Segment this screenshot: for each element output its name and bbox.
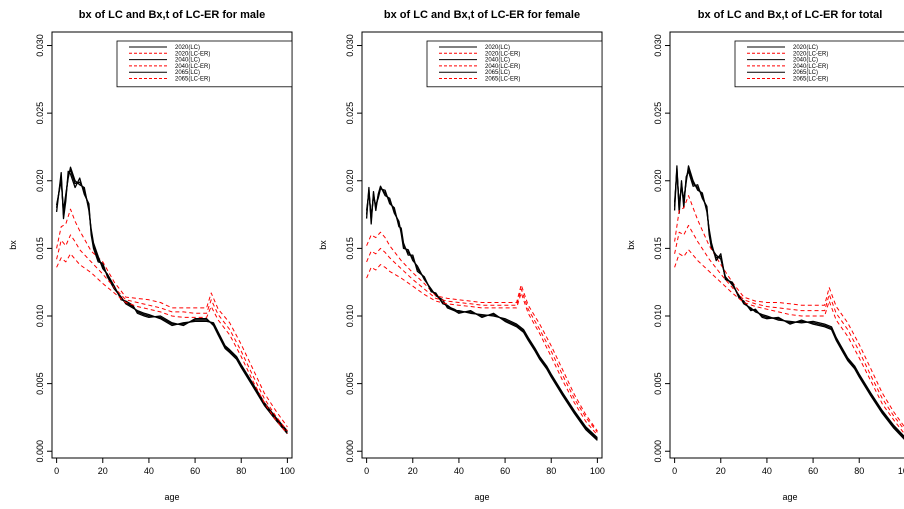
y-tick-label: 0.000 <box>35 440 45 463</box>
y-tick-label: 0.030 <box>345 34 355 57</box>
x-tick-label: 100 <box>280 466 295 476</box>
series-line-2020lc-er <box>56 208 288 428</box>
y-tick-label: 0.005 <box>345 372 355 395</box>
x-tick-label: 40 <box>762 466 772 476</box>
y-tick-label: 0.010 <box>653 305 663 328</box>
series-line-2065lc <box>365 188 598 441</box>
x-tick-label: 60 <box>190 466 200 476</box>
legend-label: 2040(LC) <box>793 58 818 64</box>
series-line-2065lc-er <box>56 253 288 435</box>
x-tick-label: 60 <box>808 466 818 476</box>
y-tick-label: 0.010 <box>35 305 45 328</box>
x-axis-label: age <box>164 492 179 502</box>
y-axis-label: bx <box>318 240 328 250</box>
x-tick-label: 0 <box>364 466 369 476</box>
y-tick-label: 0.015 <box>345 237 355 260</box>
x-tick-label: 100 <box>590 466 605 476</box>
y-tick-label: 0.010 <box>345 305 355 328</box>
series-line-2065lc <box>673 165 904 440</box>
series-line-2040lc-er <box>674 224 904 431</box>
x-tick-label: 20 <box>716 466 726 476</box>
legend-label: 2065(LC-ER) <box>175 77 210 83</box>
chart-title: bx of LC and Bx,t of LC-ER for male <box>79 9 265 21</box>
series-line-2065lc-er <box>366 264 598 436</box>
y-tick-label: 0.025 <box>35 102 45 125</box>
y-axis-label: bx <box>626 240 636 250</box>
plot-frame <box>51 31 293 459</box>
legend-label: 2020(LC-ER) <box>485 51 520 57</box>
legend-box <box>426 40 603 88</box>
chart-title: bx of LC and Bx,t of LC-ER for female <box>384 9 580 21</box>
x-axis-label: age <box>782 492 797 502</box>
y-tick-label: 0.025 <box>345 102 355 125</box>
legend-label: 2020(LC) <box>175 45 200 51</box>
chart-title: bx of LC and Bx,t of LC-ER for total <box>698 9 883 21</box>
plot-frame <box>361 31 603 459</box>
legend-label: 2020(LC) <box>485 45 510 51</box>
y-tick-label: 0.030 <box>35 34 45 57</box>
series-line-2020lc <box>55 170 288 432</box>
legend-label: 2040(LC-ER) <box>793 64 828 70</box>
plot-frame <box>669 31 904 459</box>
legend-label: 2020(LC-ER) <box>175 51 210 57</box>
y-tick-label: 0.020 <box>35 169 45 192</box>
y-tick-label: 0.015 <box>653 237 663 260</box>
legend-label: 2020(LC) <box>793 45 818 51</box>
legend-label: 2065(LC) <box>485 70 510 76</box>
x-tick-label: 80 <box>854 466 864 476</box>
x-tick-label: 60 <box>500 466 510 476</box>
series-line-2020lc-er <box>674 195 904 428</box>
y-tick-label: 0.000 <box>653 440 663 463</box>
x-tick-label: 40 <box>454 466 464 476</box>
legend-label: 2040(LC) <box>485 58 510 64</box>
y-axis-label: bx <box>8 240 18 250</box>
y-tick-label: 0.030 <box>653 34 663 57</box>
series-line-2040lc-er <box>366 247 598 433</box>
x-tick-label: 80 <box>236 466 246 476</box>
x-tick-label: 40 <box>144 466 154 476</box>
x-tick-label: 100 <box>898 466 904 476</box>
legend-box <box>734 40 904 88</box>
legend-label: 2040(LC-ER) <box>485 64 520 70</box>
y-tick-label: 0.020 <box>653 169 663 192</box>
y-tick-label: 0.005 <box>35 372 45 395</box>
y-tick-label: 0.005 <box>653 372 663 395</box>
x-tick-label: 80 <box>546 466 556 476</box>
series-line-2020lc-er <box>366 231 598 432</box>
legend-label: 2020(LC-ER) <box>793 51 828 57</box>
legend-label: 2065(LC-ER) <box>485 77 520 83</box>
legend-label: 2065(LC) <box>175 70 200 76</box>
x-tick-label: 20 <box>408 466 418 476</box>
legend-label: 2040(LC) <box>175 58 200 64</box>
y-tick-label: 0.000 <box>345 440 355 463</box>
y-tick-label: 0.020 <box>345 169 355 192</box>
x-tick-label: 20 <box>98 466 108 476</box>
y-tick-label: 0.015 <box>35 237 45 260</box>
x-tick-label: 0 <box>54 466 59 476</box>
series-line-2065lc-er <box>674 249 904 435</box>
legend-label: 2040(LC-ER) <box>175 64 210 70</box>
x-axis-label: age <box>474 492 489 502</box>
x-tick-label: 0 <box>672 466 677 476</box>
legend-label: 2065(LC) <box>793 70 818 76</box>
legend-label: 2065(LC-ER) <box>793 77 828 83</box>
series-line-2040lc-er <box>56 234 288 432</box>
legend-box <box>116 40 293 88</box>
chart-panel-2: bx of LC and Bx,t of LC-ER for female 0 20… <box>318 9 605 502</box>
y-tick-label: 0.025 <box>653 102 663 125</box>
